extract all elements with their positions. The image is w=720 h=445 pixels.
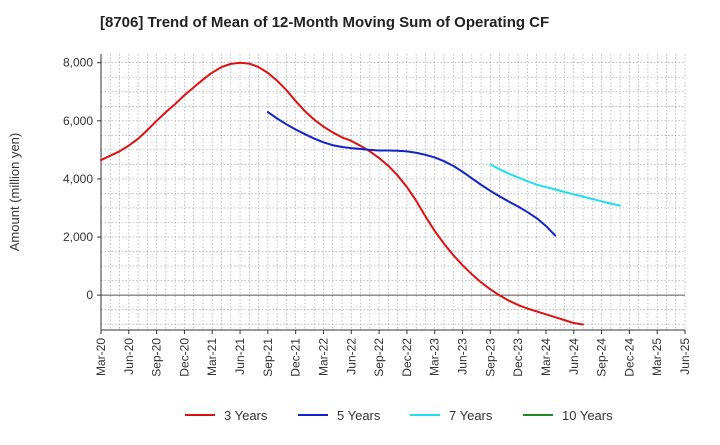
chart-title: [8706] Trend of Mean of 12-Month Moving … [100, 14, 550, 31]
y-tick-label: 0 [86, 288, 93, 302]
y-tick-label: 8,000 [63, 56, 93, 70]
x-tick-label: Mar-20 [94, 338, 108, 376]
legend-label-3-years: 3 Years [224, 408, 268, 423]
x-tick-label: Sep-23 [483, 338, 497, 377]
grid-layer [100, 54, 686, 330]
y-tick-label: 2,000 [63, 230, 93, 244]
y-axis-label: Amount (million yen) [7, 133, 22, 252]
x-tick-label: Dec-24 [622, 338, 636, 377]
legend-label-7-years: 7 Years [449, 408, 493, 423]
x-tick-label: Jun-22 [344, 338, 358, 375]
series-line-3-years [100, 61, 585, 326]
x-tick-label: Jun-24 [567, 338, 581, 375]
x-tick-label: Sep-20 [150, 338, 164, 377]
x-tick-label: Jun-21 [233, 338, 247, 375]
series-layer [100, 61, 622, 326]
legend-label-5-years: 5 Years [337, 408, 381, 423]
x-tick-label: Mar-22 [316, 338, 330, 376]
x-tick-label: Dec-20 [177, 338, 191, 377]
x-tick-label: Dec-23 [511, 338, 525, 377]
y-tick-label: 6,000 [63, 114, 93, 128]
x-tick-label: Jun-20 [122, 338, 136, 375]
x-tick-label: Mar-21 [205, 338, 219, 376]
x-tick-label: Jun-23 [456, 338, 470, 375]
legend-label-10-years: 10 Years [562, 408, 613, 423]
x-tick-label: Sep-22 [372, 338, 386, 377]
series-line-7-years [489, 163, 622, 207]
legend-layer: 3 Years 5 Years 7 Years 10 Years [185, 408, 613, 423]
x-tick-label: Mar-24 [539, 338, 553, 376]
series-line-5-years [266, 111, 557, 237]
x-tick-label: Jun-25 [678, 338, 692, 375]
y-tick-label: 4,000 [63, 172, 93, 186]
axes-layer: 0 2,000 4,000 6,000 8,000 Amount (million yen… [7, 54, 692, 377]
x-tick-label: Sep-21 [261, 338, 275, 377]
x-tick-label: Mar-23 [428, 338, 442, 376]
x-tick-label: Sep-24 [595, 338, 609, 377]
x-tick-label: Mar-25 [650, 338, 664, 376]
x-tick-label: Dec-22 [400, 338, 414, 377]
x-tick-label: Dec-21 [289, 338, 303, 377]
plot-area [101, 54, 685, 330]
